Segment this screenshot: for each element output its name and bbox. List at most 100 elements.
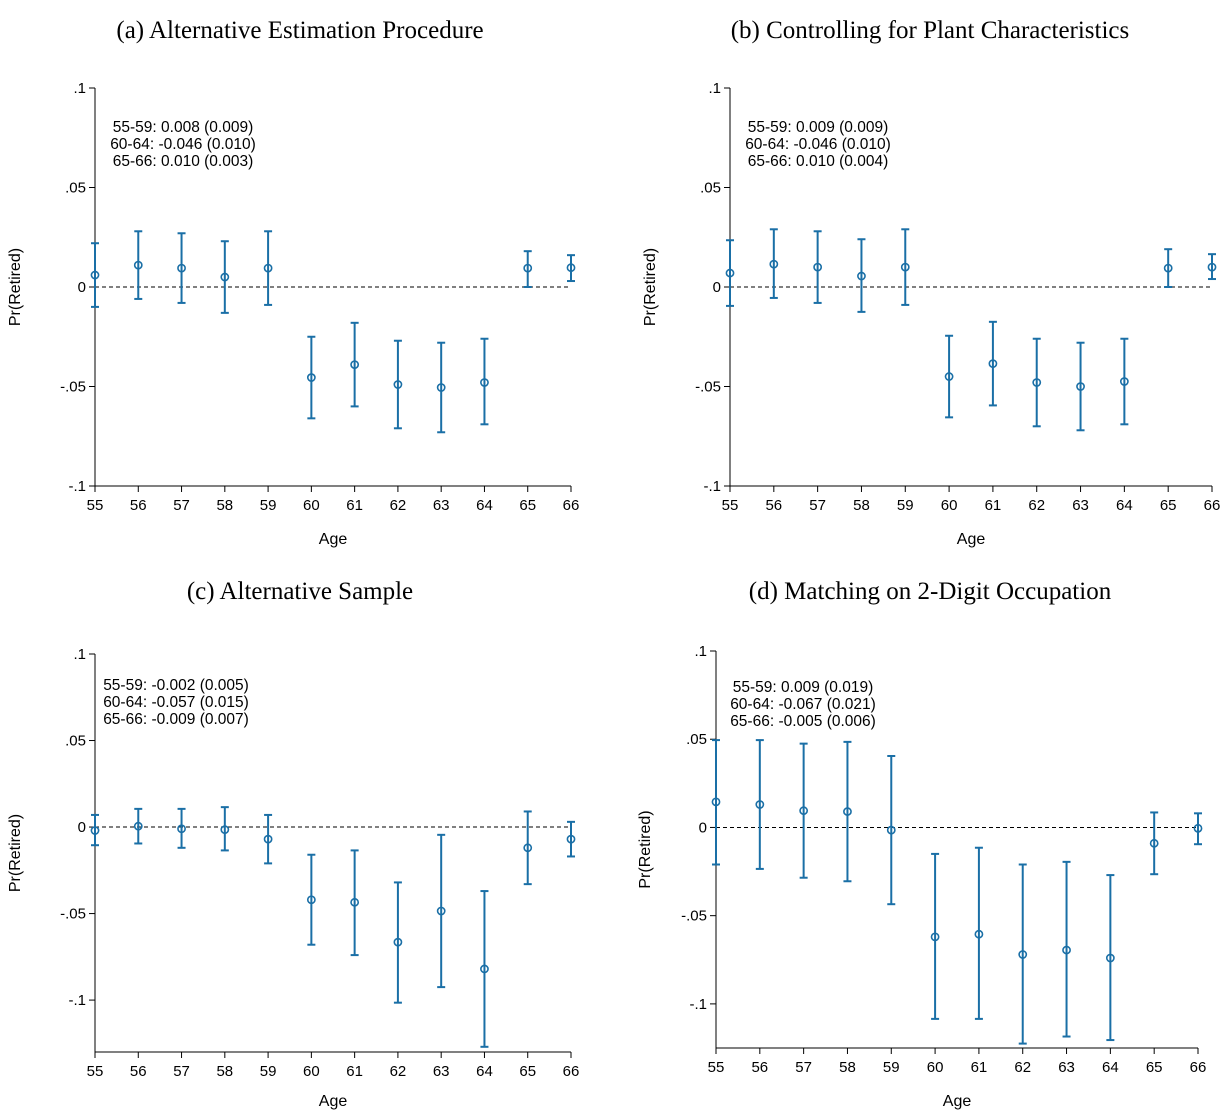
x-tick-label: 65: [519, 497, 536, 514]
estimate-annotation: 65-66: 0.010 (0.003): [113, 153, 253, 170]
point-estimate: [133, 821, 143, 831]
x-tick-label: 66: [1204, 497, 1221, 514]
panel-title: (d) Matching on 2-Digit Occupation: [749, 578, 1112, 605]
point-estimate: [523, 843, 533, 853]
point-estimate: [930, 932, 940, 942]
x-tick-label: 64: [1102, 1059, 1119, 1076]
y-axis-title: Pr(Retired): [637, 810, 654, 888]
point-estimate: [1032, 378, 1042, 387]
y-tick-label: 0: [713, 279, 721, 296]
x-tick-label: 66: [563, 497, 580, 514]
x-tick-label: 60: [941, 497, 958, 514]
x-tick-label: 55: [87, 1063, 104, 1080]
x-tick-label: 61: [971, 1059, 988, 1076]
x-tick-label: 59: [260, 497, 277, 514]
point-estimate: [1163, 263, 1173, 273]
panel-c: (c) Alternative Sample .1 .05 0 -.05 -.1 55 56 5…: [7, 578, 579, 1110]
point-estimate: [263, 263, 273, 273]
point-estimate: [177, 263, 186, 273]
y-tick-label: -.05: [681, 908, 707, 925]
estimate-annotation: 55-59: -0.002 (0.005): [103, 677, 249, 694]
point-estimate: [944, 372, 954, 381]
x-tick-label: 55: [87, 497, 104, 514]
point-estimate: [769, 259, 779, 269]
point-estimate: [799, 806, 809, 816]
estimate-annotation: 65-66: 0.010 (0.004): [748, 153, 888, 170]
x-tick-label: 57: [809, 497, 826, 514]
point-estimate: [1105, 953, 1115, 963]
x-tick-label: 59: [897, 497, 914, 514]
estimate-annotation: 55-59: 0.009 (0.009): [748, 119, 888, 136]
y-tick-label: .05: [686, 731, 707, 748]
point-estimate: [263, 834, 273, 844]
x-tick-label: 63: [1072, 497, 1089, 514]
point-estimate: [1076, 382, 1085, 391]
y-tick-label: -.1: [689, 996, 707, 1013]
x-tick-label: 60: [303, 1063, 320, 1080]
panel-title: (c) Alternative Sample: [187, 578, 413, 605]
point-estimate: [393, 380, 403, 389]
x-tick-label: 62: [1014, 1059, 1031, 1076]
y-tick-label: -.1: [68, 478, 86, 495]
x-tick-label: 63: [433, 1063, 450, 1080]
y-tick-label: -.1: [68, 992, 86, 1009]
x-tick-label: 56: [751, 1059, 768, 1076]
point-estimate: [1062, 945, 1071, 955]
point-estimate: [755, 800, 765, 809]
point-estimate: [436, 906, 446, 916]
x-tick-label: 62: [390, 1063, 407, 1080]
x-tick-label: 63: [1058, 1059, 1075, 1076]
point-estimate: [1149, 838, 1159, 848]
point-estimate: [1193, 823, 1203, 833]
point-estimate: [813, 262, 823, 272]
x-tick-label: 56: [765, 497, 782, 514]
estimate-annotation: 60-64: -0.046 (0.010): [110, 136, 256, 153]
point-estimate: [523, 263, 533, 273]
point-estimate: [566, 834, 576, 844]
x-tick-label: 61: [346, 497, 363, 514]
y-tick-label: .05: [65, 733, 86, 750]
point-estimate: [1207, 262, 1217, 272]
x-tick-label: 62: [1028, 497, 1045, 514]
y-tick-label: -.05: [60, 906, 86, 923]
x-axis-title: Age: [319, 1093, 348, 1110]
x-tick-label: 58: [839, 1059, 856, 1076]
x-tick-label: 59: [260, 1063, 277, 1080]
estimate-annotation: 55-59: 0.008 (0.009): [113, 119, 253, 136]
y-tick-label: -.05: [60, 379, 86, 396]
x-tick-label: 61: [985, 497, 1002, 514]
point-estimate: [886, 825, 896, 835]
x-tick-label: 60: [303, 497, 320, 514]
point-estimate: [350, 360, 360, 370]
y-tick-label: .1: [694, 643, 707, 660]
x-tick-label: 62: [390, 497, 407, 514]
x-tick-label: 56: [130, 497, 147, 514]
x-tick-label: 61: [346, 1063, 363, 1080]
y-tick-label: .1: [73, 80, 86, 97]
x-tick-label: 58: [216, 1063, 233, 1080]
point-estimate: [480, 964, 489, 974]
y-tick-label: 0: [699, 819, 707, 836]
x-tick-label: 66: [1190, 1059, 1207, 1076]
point-estimate: [566, 263, 576, 273]
point-estimate: [725, 268, 735, 278]
estimate-annotation: 55-59: 0.009 (0.019): [733, 679, 873, 696]
point-estimate: [843, 807, 852, 816]
x-tick-label: 59: [883, 1059, 900, 1076]
y-axis-title: Pr(Retired): [7, 248, 24, 326]
x-tick-label: 58: [853, 497, 870, 514]
x-axis-title: Age: [957, 531, 986, 548]
panel-b: (b) Controlling for Plant Characteristic…: [642, 17, 1220, 548]
estimate-annotation: 60-64: -0.067 (0.021): [730, 696, 876, 713]
point-estimate: [350, 897, 360, 907]
panel-title: (b) Controlling for Plant Characteristic…: [731, 17, 1130, 44]
point-estimate: [90, 270, 100, 280]
x-axis-title: Age: [319, 531, 348, 548]
x-tick-label: 57: [173, 497, 190, 514]
x-tick-label: 65: [1146, 1059, 1163, 1076]
point-estimate: [857, 271, 866, 281]
point-estimate: [393, 937, 403, 947]
x-tick-label: 65: [1160, 497, 1177, 514]
x-tick-label: 64: [1116, 497, 1133, 514]
y-tick-label: .1: [708, 80, 721, 97]
